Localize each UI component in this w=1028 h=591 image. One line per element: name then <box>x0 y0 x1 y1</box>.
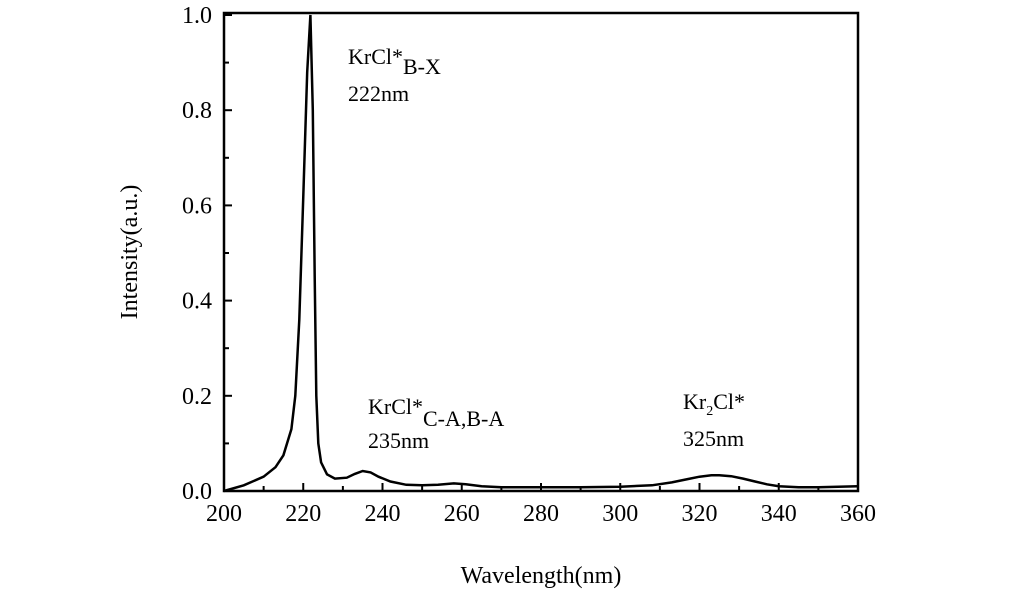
y-tick-label: 0.2 <box>182 384 212 410</box>
annotation-325: Kr2Cl* 325nm <box>683 389 745 451</box>
y-axis-label: Intensity(a.u.) <box>117 185 143 320</box>
x-tick-label: 320 <box>682 501 718 527</box>
x-tick-label: 240 <box>365 501 401 527</box>
x-tick-label: 340 <box>761 501 797 527</box>
x-axis-label: Wavelength(nm) <box>461 563 622 589</box>
x-tick-label: 300 <box>602 501 638 527</box>
y-tick-label: 0.4 <box>182 289 212 315</box>
svg-text:235nm: 235nm <box>368 428 429 453</box>
y-tick-label: 1.0 <box>182 3 212 29</box>
annotation-222: KrCl*B-X 222nm <box>348 44 441 106</box>
svg-text:222nm: 222nm <box>348 81 409 106</box>
spectrum-line <box>223 14 859 493</box>
svg-text:KrCl*B-X: KrCl*B-X <box>348 44 441 79</box>
x-tick-label: 200 <box>206 501 242 527</box>
x-tick-label: 360 <box>840 501 876 527</box>
svg-text:325nm: 325nm <box>683 426 744 451</box>
annotation-235: KrCl*C-A,B-A 235nm <box>368 394 504 453</box>
svg-text:Kr2Cl*: Kr2Cl* <box>683 389 745 419</box>
y-tick-label: 0.0 <box>182 479 212 505</box>
plot-frame <box>222 11 860 493</box>
x-tick-label: 260 <box>444 501 480 527</box>
svg-text:KrCl*C-A,B-A: KrCl*C-A,B-A <box>368 394 504 431</box>
x-tick-label: 280 <box>523 501 559 527</box>
y-tick-label: 0.8 <box>182 98 212 124</box>
y-tick-label: 0.6 <box>182 193 212 219</box>
x-tick-label: 220 <box>285 501 321 527</box>
